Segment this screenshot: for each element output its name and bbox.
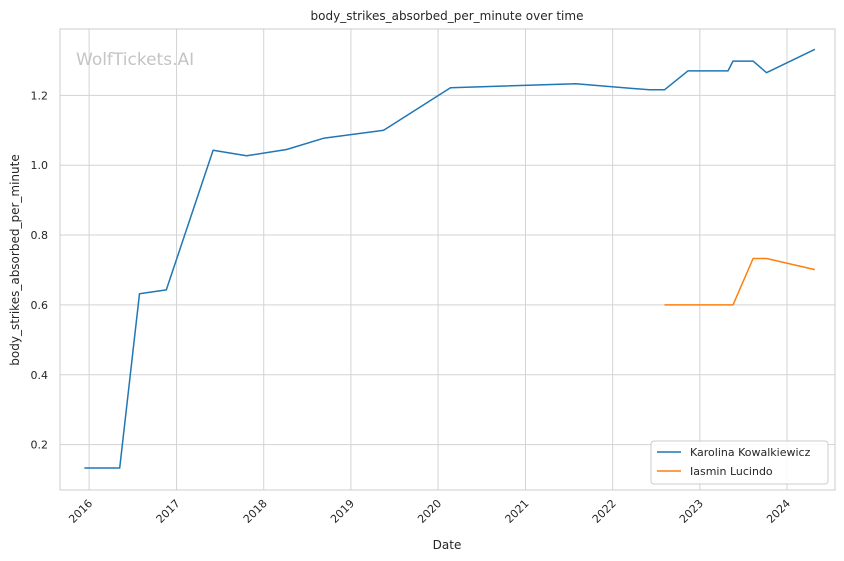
legend-box [650,440,829,485]
y-tick-label: 1.0 [31,159,49,172]
plot-area-frame [59,28,836,491]
y-axis-ticks: 0.2 0.4 0.6 0.8 1.0 1.2 [31,89,49,451]
y-tick-label: 0.4 [31,369,49,382]
series-line-karolina [84,48,816,469]
x-axis-label: Date [433,538,462,552]
series-layer [84,48,816,469]
y-tick-label: 0.2 [31,439,49,452]
legend: Karolina Kowalkiewicz Iasmin Lucindo [650,440,829,485]
chart-title: body_strikes_absorbed_per_minute over ti… [311,9,584,23]
series-line-iasmin [664,257,816,306]
y-tick-label: 1.2 [31,89,49,102]
y-axis-label: body_strikes_absorbed_per_minute [8,154,22,365]
y-tick-label: 0.6 [31,299,49,312]
y-tick-label: 0.8 [31,229,49,242]
watermark-text: WolfTickets.AI [76,50,194,70]
legend-label-iasmin: Iasmin Lucindo [690,465,773,478]
legend-label-karolina: Karolina Kowalkiewicz [690,446,811,459]
